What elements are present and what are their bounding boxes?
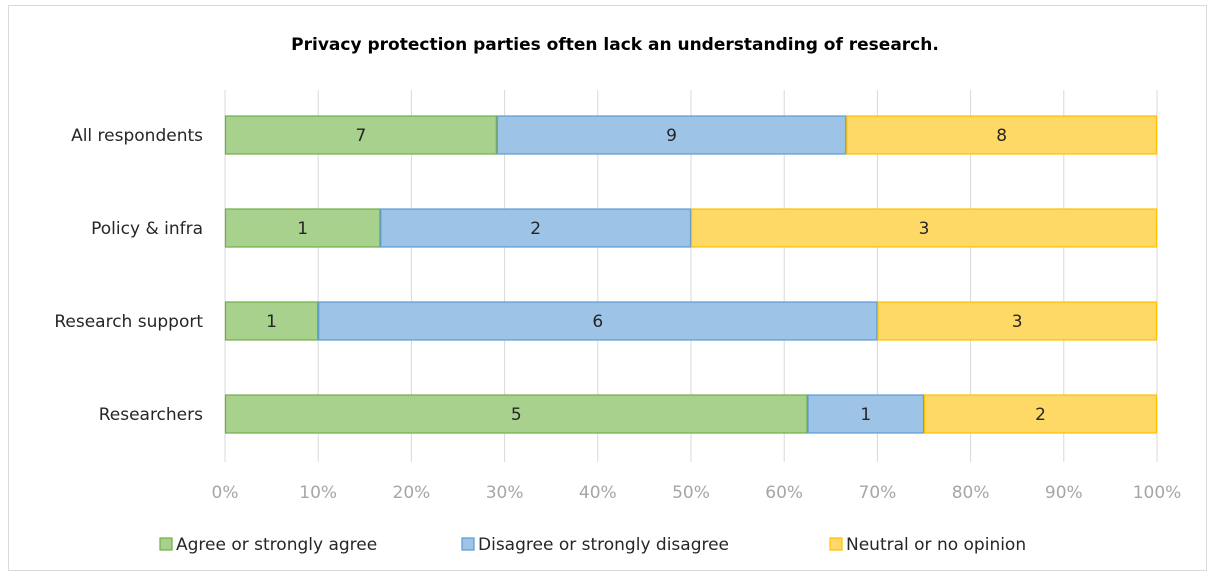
bar-segment (224, 394, 808, 434)
bar-segment (877, 301, 1158, 341)
data-label: 1 (266, 312, 277, 332)
x-tick-label: 90% (1045, 483, 1083, 503)
bar-segment (690, 208, 1158, 248)
bar-segment (846, 115, 1158, 155)
x-tick-label: 80% (952, 483, 990, 503)
x-tick-label: 100% (1133, 483, 1182, 503)
x-tick-label: 30% (486, 483, 524, 503)
chart-title: Privacy protection parties often lack an… (291, 35, 939, 55)
data-label: 2 (1035, 405, 1046, 425)
category-label: Policy & infra (91, 219, 203, 239)
x-tick-label: 50% (672, 483, 710, 503)
x-tick-label: 0% (212, 483, 239, 503)
bar-segment (496, 115, 847, 155)
x-axis-ticks: 0% 10% 20% 30% 40% 50% 60% 70% 80% 90% 100% (212, 483, 1182, 503)
x-tick-label: 20% (393, 483, 431, 503)
legend-swatch (159, 537, 173, 551)
x-tick-label: 10% (299, 483, 337, 503)
data-label: 3 (1012, 312, 1023, 332)
bar-segment (807, 394, 925, 434)
data-label: 9 (666, 126, 677, 146)
bar-segment (318, 301, 878, 341)
category-label: All respondents (71, 126, 203, 146)
data-label: 1 (297, 219, 308, 239)
x-tick-label: 70% (859, 483, 897, 503)
data-label: 5 (511, 405, 522, 425)
data-label: 2 (530, 219, 541, 239)
legend-label: Neutral or no opinion (846, 535, 1026, 555)
category-label: Researchers (99, 405, 203, 425)
chart-frame (8, 5, 1207, 571)
data-label: 7 (356, 126, 367, 146)
legend-label: Disagree or strongly disagree (478, 535, 729, 555)
x-tick-label: 40% (579, 483, 617, 503)
bars: 7 9 8 1 2 3 1 6 3 5 1 2 (224, 115, 1158, 434)
bar-segment (923, 394, 1158, 434)
data-label: 3 (919, 219, 930, 239)
category-label: Research support (54, 312, 203, 332)
data-label: 1 (860, 405, 871, 425)
bar-segment (380, 208, 692, 248)
legend-swatch (829, 537, 843, 551)
category-labels: All respondents Policy & infra Research su… (54, 126, 203, 425)
bar-segment (224, 301, 319, 341)
legend-label: Agree or strongly agree (176, 535, 377, 555)
bar-segment (224, 208, 381, 248)
legend: Agree or strongly agree Disagree or stron… (159, 535, 1026, 555)
legend-swatch (461, 537, 475, 551)
data-label: 6 (592, 312, 603, 332)
x-tick-label: 60% (765, 483, 803, 503)
data-label: 8 (996, 126, 1007, 146)
bar-segment (224, 115, 497, 155)
